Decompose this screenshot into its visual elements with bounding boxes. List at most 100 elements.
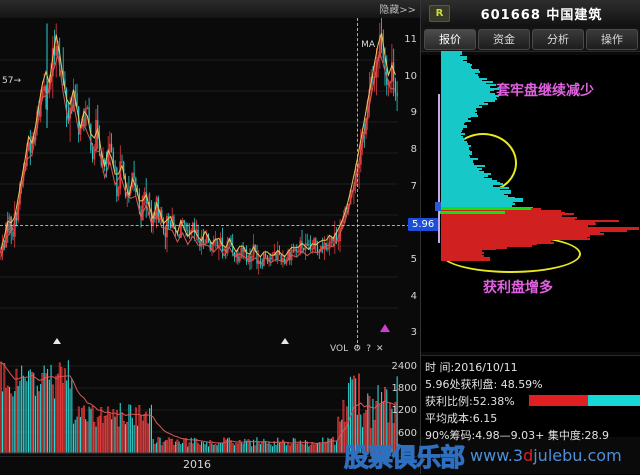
chip-bar-trapped	[441, 54, 461, 57]
vol-label[interactable]: VOL	[330, 344, 349, 354]
info-profit-ratio-label: 获利比例:52.38%	[425, 395, 515, 408]
chip-bar-profit	[441, 233, 605, 236]
tab-analysis[interactable]: 分析	[532, 28, 584, 50]
chip-bar-trapped	[441, 92, 495, 95]
chip-bar-trapped	[441, 169, 479, 172]
chip-bar-trapped	[441, 144, 472, 147]
tab-funds[interactable]: 资金	[478, 28, 530, 50]
watermark-url: www.3djulebu.com	[470, 446, 622, 465]
chip-bar-trapped	[441, 72, 476, 75]
profit-ratio-red-segment	[529, 395, 588, 406]
info-row-profit-ratio: 获利比例:52.38%	[425, 393, 640, 410]
r-badge-icon[interactable]: R	[429, 5, 450, 22]
chip-bar-profit	[441, 223, 596, 226]
volume-axis-tick: 1800	[391, 383, 417, 395]
close-icon[interactable]: ✕	[375, 344, 384, 354]
chip-bar-trapped	[441, 99, 495, 102]
annotation-profit-increasing: 获利盘增多	[483, 280, 553, 296]
help-icon[interactable]: ?	[366, 344, 371, 354]
chip-bar-profit	[441, 216, 577, 219]
chip-bar-trapped	[441, 191, 511, 194]
tab-operation[interactable]: 操作	[586, 28, 638, 50]
chip-bar-profit	[441, 214, 562, 217]
chip-bar-profit	[441, 245, 533, 248]
chip-bar-trapped	[441, 168, 482, 171]
chip-bar-trapped	[441, 82, 487, 85]
chip-bar-trapped	[441, 146, 470, 149]
chip-bar-trapped	[441, 193, 504, 196]
chip-bar-trapped	[441, 81, 493, 84]
chip-bar-trapped	[441, 104, 480, 107]
watermark-url-d: d	[523, 446, 534, 465]
chip-bar-trapped	[441, 56, 468, 59]
volume-axis-tick: 2400	[391, 360, 417, 372]
chip-bar-profit	[441, 241, 554, 244]
volume-axis-tick: 600	[397, 427, 417, 439]
chip-bar-trapped	[441, 184, 494, 187]
right-panel: R 601668 中国建筑 报价 资金 分析 操作 套牢盘继续减少 获利盘增多 …	[420, 0, 640, 474]
price-axis-tick: 9	[410, 107, 417, 119]
volume-axis: 2400 1800 1200 600	[392, 352, 420, 456]
chip-bar-trapped	[441, 199, 524, 202]
chart-region: 隐藏>>	[0, 0, 439, 471]
stock-title: 601668 中国建筑	[480, 8, 603, 23]
info-chip-90: 90%筹码:4.98—9.03+ 集中度:28.9	[425, 429, 610, 442]
chip-bar-trapped	[441, 76, 480, 79]
chip-bar-profit	[441, 256, 491, 259]
chip-bar-trapped	[441, 94, 499, 97]
chip-bar-profit	[441, 238, 590, 241]
current-price-tag: 5.96	[408, 217, 439, 231]
chip-bar-trapped	[441, 178, 493, 181]
volume-indicator-toolbar[interactable]: VOL ⚙ ? ✕	[330, 344, 384, 354]
price-chart-pane[interactable]: MA 57→	[0, 18, 420, 348]
panel-tabs[interactable]: 报价 资金 分析 操作	[421, 27, 640, 52]
chip-bar-trapped	[441, 64, 473, 67]
chip-bar-trapped	[441, 79, 483, 82]
chip-bar-trapped	[441, 148, 469, 151]
chip-bar-trapped	[441, 96, 497, 99]
chip-bar-trapped	[441, 106, 482, 109]
vertical-crosshair	[357, 18, 358, 348]
chip-bar-trapped	[441, 121, 465, 124]
chip-bar-profit	[441, 253, 482, 256]
price-axis-tick: 8	[410, 144, 417, 155]
tab-quote[interactable]: 报价	[424, 28, 476, 50]
chip-bar-trapped	[441, 201, 513, 204]
chip-bar-trapped	[441, 114, 478, 117]
stock-header: R 601668 中国建筑	[421, 0, 640, 27]
chip-bar-profit	[441, 248, 496, 251]
gear-icon[interactable]: ⚙	[353, 344, 362, 354]
chip-bar-trapped	[441, 158, 479, 161]
chip-bar-trapped	[441, 61, 467, 64]
chip-bar-trapped	[441, 74, 479, 77]
chip-bar-trapped	[441, 111, 476, 114]
chip-bar-trapped	[441, 132, 465, 135]
chip-bar-trapped	[441, 198, 523, 201]
chip-bar-profit	[441, 231, 600, 234]
peak-annotation-label: 57→	[2, 76, 21, 86]
chip-bar-trapped	[441, 97, 497, 100]
buy-marker-triangle	[53, 338, 61, 344]
profit-ratio-bar	[529, 395, 640, 406]
volume-chart-pane[interactable]	[0, 352, 420, 456]
chip-bar-trapped	[441, 87, 500, 90]
ma-indicator-label: MA	[361, 40, 375, 50]
chip-bar-trapped	[441, 102, 488, 105]
buy-marker-triangle	[281, 338, 289, 344]
chip-bar-trapped	[441, 51, 462, 54]
chip-bar-profit	[441, 226, 639, 229]
average-cost-marker	[435, 201, 441, 211]
chip-bar-trapped	[441, 71, 481, 74]
chip-bar-trapped	[441, 116, 471, 119]
chip-distribution-chart[interactable]: 套牢盘继续减少 获利盘增多	[421, 51, 640, 352]
hide-panel-button[interactable]: 隐藏>>	[379, 5, 416, 16]
watermark-url-post: julebu.com	[533, 446, 622, 465]
chip-bar-trapped	[441, 166, 478, 169]
chip-bar-profit	[441, 218, 576, 221]
chip-bar-trapped	[441, 161, 474, 164]
volume-axis-tick: 1200	[391, 405, 417, 417]
chip-bar-profit	[441, 228, 640, 231]
chip-bar-trapped	[441, 129, 462, 132]
chip-bar-profit	[441, 246, 507, 249]
chip-bar-trapped	[441, 159, 473, 162]
